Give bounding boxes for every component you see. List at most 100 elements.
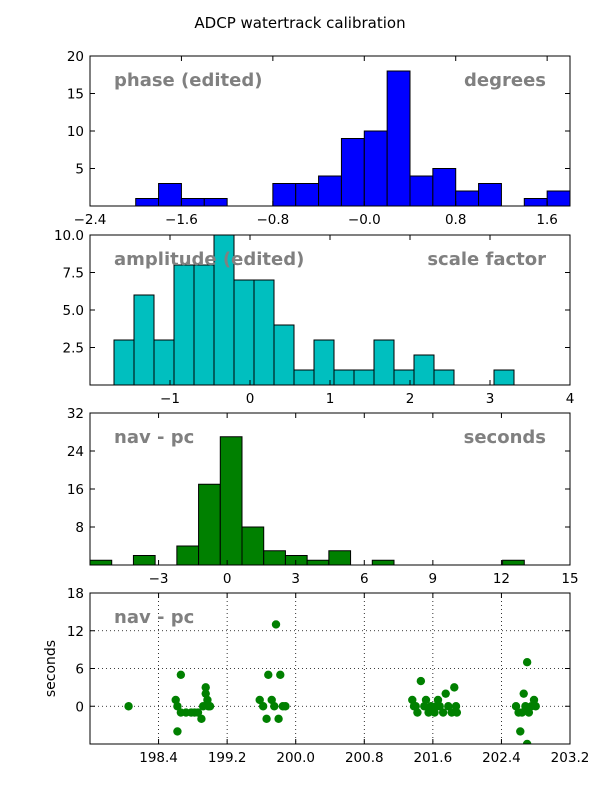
histogram-bar [409,175,434,206]
scatter-point [408,695,417,705]
scatter-point [276,670,285,679]
scatter-point [529,695,539,705]
scatter-point [424,708,433,717]
y-tick-label: 16 [67,482,84,498]
histogram-bar [263,550,286,565]
x-tick-label: 6 [360,571,369,587]
scatter-point [524,708,534,717]
histogram-bar [371,559,395,565]
scatter-point [433,695,443,705]
histogram-bar [284,555,308,565]
panel-annotation-left: nav - pc [114,427,194,448]
y-tick-label: 24 [67,444,84,460]
scatter-point [531,702,540,711]
scatter-point [255,695,264,705]
scatter-point [201,689,210,698]
y-tick-label: 20 [67,49,84,65]
scatter-point [444,702,453,711]
histogram-bar [203,198,228,206]
histogram-bar [455,190,480,206]
scatter-point [193,708,203,717]
y-tick-label: 8 [75,520,84,536]
x-tick-label: 202.4 [482,750,521,766]
scatter-point [511,702,521,711]
histogram-bar [233,279,255,385]
histogram-bar [546,190,570,206]
x-tick-label: 203.2 [551,750,590,766]
x-tick-label: 0.8 [445,212,466,228]
y-tick-label: 10.0 [54,228,84,244]
histogram-bar [293,369,315,385]
histogram-bar [328,550,352,565]
scatter-point [420,702,429,711]
x-tick-label: 200.8 [345,750,384,766]
histogram-bar [176,545,200,565]
y-tick-label: 10 [67,124,84,140]
scatter-point [201,683,210,692]
y-tick-label: 12 [67,624,84,640]
scatter-point [205,702,215,711]
scatter-point [516,727,525,736]
x-tick-label: −1 [160,391,180,407]
scatter-point [522,658,532,667]
histogram-bar [353,369,375,385]
scatter-point [173,702,182,711]
histogram-bar [272,183,297,206]
y-axis-label: seconds [43,640,59,697]
x-tick-label: 1.6 [536,212,557,228]
scatter-point [438,708,448,717]
histogram-bar [113,339,135,385]
x-tick-label: 201.6 [414,750,453,766]
histogram-bar [478,183,502,206]
histogram-bar [373,339,395,385]
y-tick-label: 18 [67,586,84,602]
panel-4: 198.4 199.2 200.0 200.8 201.6 202.4 203.2 0 6 12 1… [43,586,589,766]
x-tick-label: −3 [149,571,169,587]
histogram-bar [135,198,160,206]
y-tick-label: 7.5 [63,266,84,282]
scatter-point [517,708,527,717]
histogram-bar [90,559,113,565]
y-tick-label: 32 [67,406,84,422]
histogram-bar [295,183,320,206]
histogram-bar [198,483,221,565]
x-tick-label: 4 [566,391,575,407]
scatter-point [267,695,276,705]
histogram-bar [273,324,295,385]
x-tick-label: 9 [429,571,438,587]
histogram-bar [318,175,342,206]
panel-annotation-right: degrees [464,70,546,91]
scatter-point [441,689,450,698]
histogram-bar [219,436,243,565]
panel-annotation-left: phase (edited) [114,70,262,91]
x-tick-label: 0 [246,391,255,407]
histogram-bar [502,559,525,565]
histogram-bar [340,138,365,206]
x-tick-label: 15 [561,571,578,587]
x-tick-label: −0.0 [348,212,381,228]
scatter-point [451,702,461,711]
histogram-bar [180,198,205,206]
y-tick-label: 5.0 [63,303,84,319]
y-tick-label: 15 [67,87,84,103]
histogram-bar [153,339,175,385]
y-tick-label: 6 [75,662,84,678]
scatter-point [270,702,279,711]
scatter-point [274,714,283,724]
panel-2: −1 0 1 2 3 4 2.5 5.0 7.5 10.0 amplitude (edited) sc… [54,228,574,407]
y-tick-label: 0 [75,699,84,715]
panel-annotation-left: nav - pc [114,607,194,628]
figure-title: ADCP watertrack calibration [194,14,405,32]
x-tick-label: 200.0 [276,750,315,766]
panel-annotation-right: scale factor [427,249,546,270]
x-tick-label: 198.4 [139,750,178,766]
histogram-bar [433,369,455,385]
histogram-bar [173,264,195,385]
histogram-bar [313,339,335,385]
scatter-point [450,683,459,692]
x-tick-label: 0 [223,571,232,587]
scatter-point [171,695,180,705]
histogram-bar [306,559,330,565]
scatter-point [262,714,271,724]
